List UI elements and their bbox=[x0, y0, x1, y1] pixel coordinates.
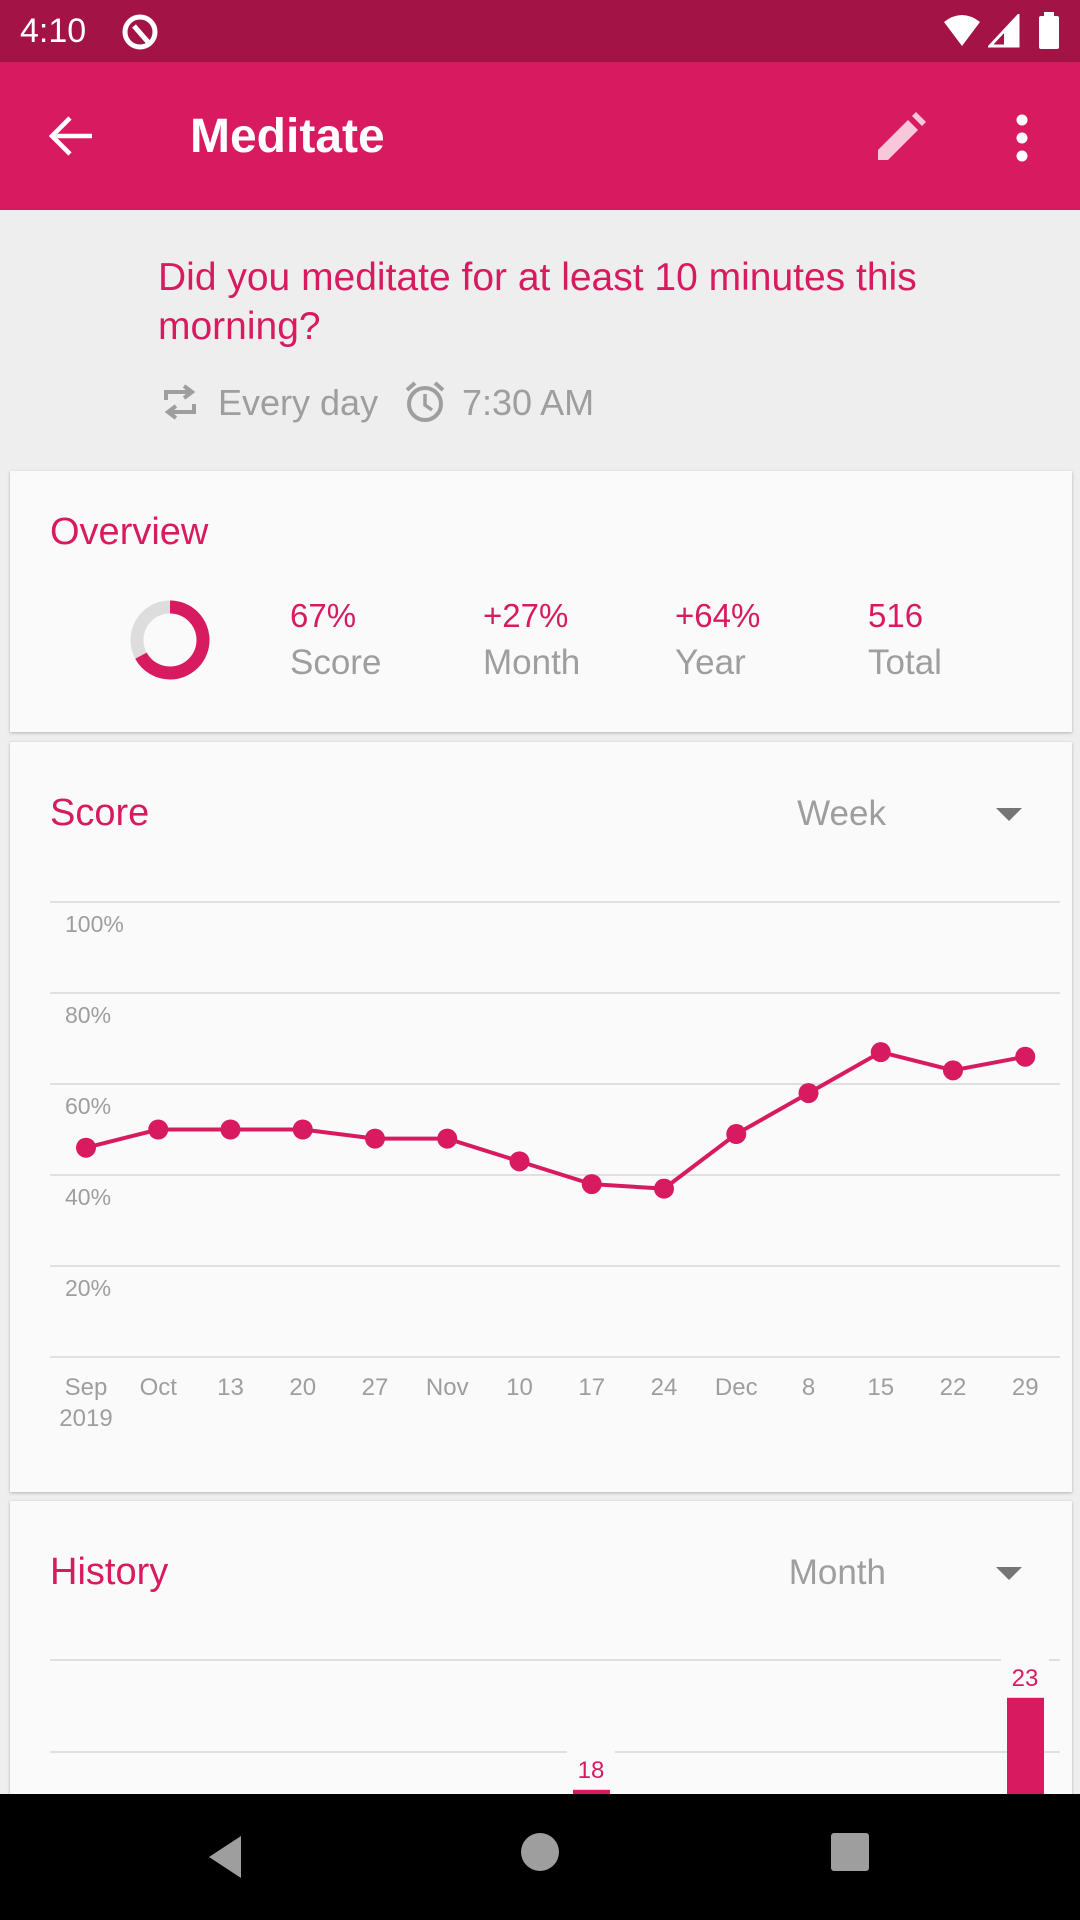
score-card: Score Week 100% 80% 60% 40% 20% Sep Oct 13 20 27 N… bbox=[10, 742, 1072, 1492]
x-tick-label: 24 bbox=[651, 1374, 678, 1401]
score-point bbox=[292, 1119, 313, 1140]
x-tick-label: 15 bbox=[867, 1374, 894, 1401]
repeat-icon bbox=[164, 384, 196, 420]
x-tick-label: 10 bbox=[506, 1374, 533, 1401]
stat-value: +27% bbox=[483, 597, 569, 634]
stat-score: 67% Score bbox=[290, 597, 381, 683]
x-tick-label: 8 bbox=[802, 1374, 815, 1401]
history-period-dropdown[interactable]: Month bbox=[789, 1553, 1022, 1593]
stat-value: +64% bbox=[675, 597, 761, 634]
score-point bbox=[581, 1174, 602, 1195]
y-tick-label: 80% bbox=[65, 1002, 111, 1028]
bar-value-label: 23 bbox=[1012, 1665, 1039, 1692]
y-tick-label: 20% bbox=[65, 1275, 111, 1301]
score-point bbox=[365, 1128, 385, 1149]
score-point bbox=[437, 1128, 458, 1149]
score-title: Score bbox=[50, 792, 150, 834]
score-point bbox=[870, 1042, 891, 1063]
habit-question: Did you meditate for at least 10 minutes… bbox=[158, 256, 917, 348]
more-vert-icon[interactable] bbox=[1010, 112, 1034, 164]
score-point bbox=[509, 1151, 530, 1172]
score-period-dropdown[interactable]: Week bbox=[797, 794, 1022, 834]
stat-total: 516 Total bbox=[868, 597, 942, 683]
x-tick-label: Nov bbox=[426, 1374, 469, 1401]
overview-title: Overview bbox=[50, 511, 209, 553]
score-line bbox=[85, 1050, 1026, 1191]
reminder-time: 7:30 AM bbox=[462, 382, 595, 423]
x-tick-label: 29 bbox=[1012, 1374, 1039, 1401]
stat-value: 67% bbox=[290, 597, 357, 634]
stat-label: Month bbox=[483, 643, 581, 682]
score-point bbox=[943, 1060, 963, 1081]
x-tick-label: 27 bbox=[362, 1374, 389, 1401]
score-point bbox=[148, 1119, 169, 1140]
app-bar: Meditate bbox=[0, 62, 1080, 210]
page-title: Meditate bbox=[190, 110, 385, 163]
history-period-value: Month bbox=[788, 1553, 886, 1592]
x-tick-label: 20 bbox=[289, 1374, 316, 1401]
y-tick-label: 100% bbox=[65, 911, 124, 937]
score-point bbox=[1015, 1046, 1036, 1067]
nav-back-icon[interactable] bbox=[205, 1834, 245, 1880]
nav-recents-icon[interactable] bbox=[830, 1832, 870, 1872]
score-period-value: Week bbox=[797, 794, 886, 833]
score-ring-arc bbox=[130, 600, 210, 680]
score-point bbox=[220, 1119, 241, 1140]
score-point bbox=[798, 1083, 819, 1104]
alarm-icon bbox=[405, 381, 445, 422]
wifi-icon bbox=[944, 15, 980, 46]
history-title: History bbox=[50, 1551, 169, 1593]
bar-label-bg bbox=[1001, 1655, 1049, 1692]
x-tick-label: 22 bbox=[940, 1374, 967, 1401]
signal-icon bbox=[988, 14, 1020, 48]
x-tick-year-label: 2019 bbox=[59, 1405, 112, 1432]
score-point bbox=[76, 1137, 96, 1158]
x-tick-label: 13 bbox=[217, 1374, 244, 1401]
x-tick-label: Oct bbox=[140, 1374, 178, 1401]
x-tick-label: 17 bbox=[578, 1374, 605, 1401]
bar-label-bg bbox=[567, 1747, 615, 1784]
stat-label: Year bbox=[675, 643, 746, 682]
stat-value: 516 bbox=[868, 597, 924, 634]
stat-label: Score bbox=[290, 643, 382, 682]
navigation-bar bbox=[0, 1794, 1080, 1920]
habit-header: Did you meditate for at least 10 minutes… bbox=[0, 210, 1080, 469]
y-tick-label: 40% bbox=[65, 1184, 111, 1210]
chevron-down-icon bbox=[996, 807, 1022, 821]
score-chart: 100% 80% 60% 40% 20% Sep Oct 13 20 27 Nov 10 17 24 Dec… bbox=[50, 901, 1060, 1432]
score-point bbox=[654, 1178, 674, 1199]
frequency-label: Every day bbox=[218, 382, 379, 423]
pencil-icon[interactable] bbox=[874, 112, 926, 164]
y-tick-label: 60% bbox=[65, 1093, 111, 1119]
status-time: 4:10 bbox=[20, 12, 87, 50]
stat-month: +27% Month bbox=[483, 597, 580, 683]
overview-card: Overview 67% Score +27% Month +64% Year 516… bbox=[10, 471, 1072, 732]
arrow-back-icon[interactable] bbox=[48, 112, 96, 160]
bar-value-label: 18 bbox=[578, 1757, 605, 1784]
notification-q-icon bbox=[122, 14, 158, 50]
stat-year: +64% Year bbox=[675, 597, 760, 683]
score-ring bbox=[130, 600, 210, 680]
nav-home-icon[interactable] bbox=[520, 1832, 560, 1872]
status-bar: 4:10 bbox=[0, 0, 1080, 62]
x-tick-label: Sep bbox=[65, 1374, 108, 1401]
score-point bbox=[726, 1124, 747, 1145]
stat-label: Total bbox=[868, 643, 942, 682]
x-tick-label: Dec bbox=[715, 1374, 758, 1401]
battery-icon bbox=[1039, 12, 1059, 49]
chevron-down-icon bbox=[996, 1566, 1022, 1580]
